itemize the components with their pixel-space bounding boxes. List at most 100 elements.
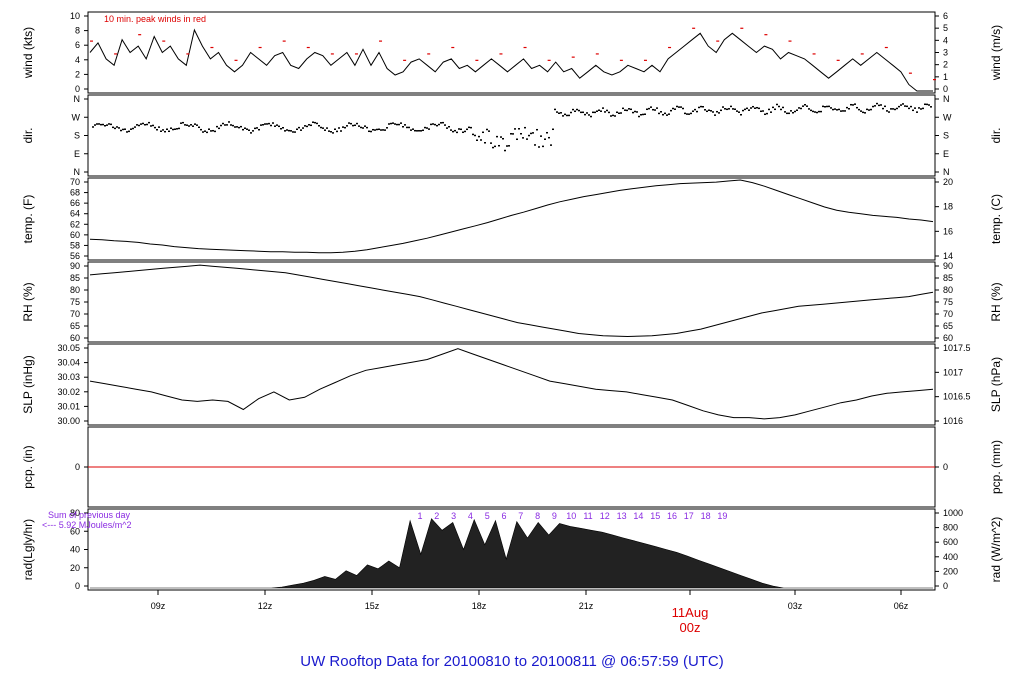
dir-point (460, 129, 462, 131)
dir-point (340, 130, 342, 132)
dir-point (422, 130, 424, 132)
dir-point (758, 108, 760, 110)
rad-legend-line1: Sum of previous day (48, 510, 131, 520)
series-line (90, 30, 933, 91)
dir-point (558, 112, 560, 114)
dir-point (850, 104, 852, 106)
dir-point (872, 106, 874, 108)
dir-point (602, 107, 604, 109)
dir-point (326, 127, 328, 129)
panel-pcp: pcp. (in) pcp. (mm)0 0 (21, 427, 1003, 507)
dir-point (540, 135, 542, 137)
rad-hour-mark: 1 (417, 511, 422, 521)
dir-point (674, 108, 676, 110)
dir-point (554, 109, 556, 111)
dir-point (688, 113, 690, 115)
dir-point (556, 111, 558, 113)
dir-point (628, 108, 630, 110)
dir-point (188, 125, 190, 127)
left-tick-label: 80 (70, 285, 80, 295)
dir-point (474, 135, 476, 137)
peak-wind-mark (572, 57, 575, 58)
dir-point (256, 127, 258, 129)
dir-point (880, 104, 882, 106)
rad-hour-mark: 12 (600, 511, 610, 521)
dir-point (268, 123, 270, 125)
dir-point (370, 131, 372, 133)
dir-point (830, 107, 832, 109)
dir-point (918, 107, 920, 109)
dir-point (884, 106, 886, 108)
dir-point (644, 113, 646, 115)
panel-ylabel-right: wind (m/s) (989, 25, 1003, 81)
dir-point (678, 106, 680, 108)
dir-point (278, 126, 280, 128)
dir-point (440, 122, 442, 124)
dir-point (208, 128, 210, 130)
right-tick-label: 20 (943, 177, 953, 187)
dir-point (166, 128, 168, 130)
dir-point (874, 105, 876, 107)
dir-point (732, 108, 734, 110)
dir-point (708, 110, 710, 112)
dir-point (594, 112, 596, 114)
dir-point (380, 129, 382, 131)
dir-point (772, 107, 774, 109)
dir-point (162, 129, 164, 131)
dir-point (300, 129, 302, 131)
dir-point (720, 110, 722, 112)
dir-point (746, 108, 748, 110)
dir-point (134, 126, 136, 128)
dir-point (172, 129, 174, 131)
right-tick-label: 0 (943, 462, 948, 472)
dir-point (504, 150, 506, 152)
dir-point (132, 128, 134, 129)
peak-wind-mark (403, 60, 406, 61)
dir-point (230, 124, 232, 126)
dir-point (262, 124, 264, 126)
dir-point (524, 127, 526, 129)
dir-point (478, 136, 480, 138)
dir-point (750, 107, 752, 109)
dir-point (496, 136, 498, 138)
dir-point (232, 125, 234, 127)
dir-point (814, 111, 816, 113)
dir-point (502, 138, 504, 140)
dir-point (378, 129, 380, 131)
dir-point (626, 110, 628, 112)
dir-point (280, 128, 282, 130)
dir-point (490, 142, 492, 144)
dir-point (506, 145, 508, 147)
rad-hour-mark: 3 (451, 511, 456, 521)
dir-point (660, 111, 662, 113)
dir-point (126, 131, 128, 133)
dir-point (792, 112, 794, 114)
dir-point (210, 130, 212, 132)
dir-point (694, 109, 696, 111)
panel-rh: RH (%) RH (%)6065707580859060657075808590 (21, 261, 1003, 343)
right-tick-label: 90 (943, 261, 953, 271)
dir-point (686, 113, 688, 115)
dir-point (218, 128, 220, 129)
dir-point (354, 125, 356, 127)
dir-point (362, 127, 364, 129)
dir-point (116, 126, 118, 128)
x-tick-label: 09z (151, 601, 166, 611)
right-tick-label: 65 (943, 321, 953, 331)
peak-wind-mark (90, 41, 93, 42)
left-tick-label: 68 (70, 188, 80, 198)
dir-point (152, 125, 154, 127)
dir-point (322, 127, 324, 129)
dir-point (666, 114, 668, 116)
panel-wind: wind (kts) wind (m/s)0246810012345610 min… (21, 11, 1003, 94)
dir-point (876, 103, 878, 105)
dir-point (156, 129, 158, 131)
rad-hour-mark: 19 (717, 511, 727, 521)
dir-point (290, 130, 292, 132)
peak-wind-mark (138, 34, 141, 35)
dir-point (298, 127, 300, 129)
dir-point (886, 110, 888, 112)
dir-point (810, 110, 812, 112)
right-tick-label: 3 (943, 48, 948, 58)
